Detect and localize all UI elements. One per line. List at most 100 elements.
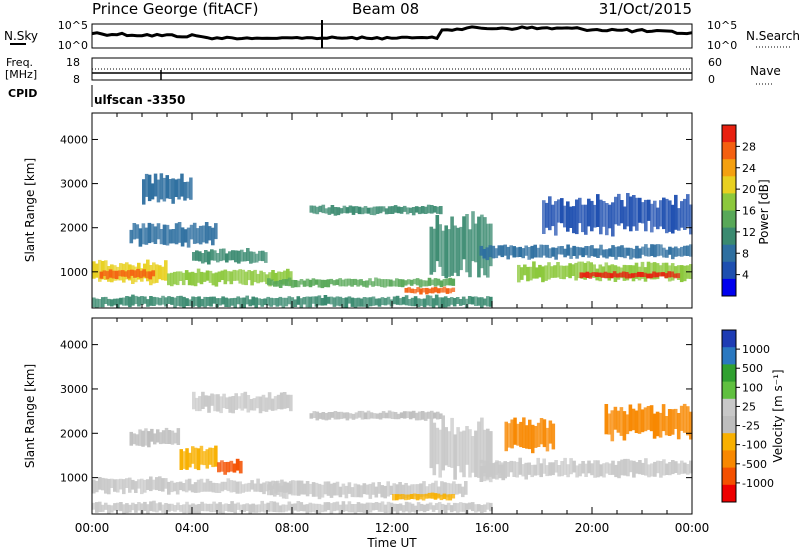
power-y-tick-label-1: 2000 <box>60 222 88 235</box>
noise-right-tick-top: 10^5 <box>707 19 737 32</box>
velocity-colorbar-segment-1 <box>722 347 736 365</box>
velocity-colorbar-label-7: 1000 <box>742 343 770 356</box>
velocity-ylabel: Slant Range [km] <box>23 364 37 468</box>
nave-right-tick-top: 60 <box>708 56 722 69</box>
power-band-8 <box>309 204 443 216</box>
power-colorbar-segment-3 <box>722 176 736 194</box>
power-colorbar-segment-7 <box>722 244 736 263</box>
time-label-1: 04:00 <box>175 521 210 535</box>
velocity-band-9 <box>429 415 493 480</box>
velocity-x-ticks <box>91 318 693 514</box>
power-colorbar-label: Power [dB] <box>757 179 771 244</box>
freq-label-1: Freq. <box>6 56 33 69</box>
noise-panel-frame <box>91 23 693 49</box>
power-band-9 <box>429 211 493 279</box>
velocity-colorbar-label-0: -1000 <box>742 477 774 490</box>
time-axis: 00:00 04:00 08:00 12:00 16:00 20:00 00:0… <box>75 521 710 550</box>
velocity-band-4 <box>179 445 218 471</box>
nave-right-tick-bottom: 0 <box>708 73 715 86</box>
time-label-5: 20:00 <box>575 521 610 535</box>
power-colorbar-label-1: 8 <box>742 247 749 260</box>
power-colorbar-label-6: 28 <box>742 140 756 153</box>
station-title: Prince George (fitACF) <box>92 0 258 18</box>
velocity-colorbar-segment-4 <box>722 398 736 417</box>
power-y-tick-label-3: 4000 <box>60 133 88 146</box>
power-colorbar-label-0: 4 <box>742 269 749 282</box>
velocity-colorbar-segment-5 <box>722 416 736 434</box>
time-label-2: 08:00 <box>275 521 310 535</box>
noise-sky-line <box>91 25 693 41</box>
freq-left-tick-bottom: 8 <box>73 73 80 86</box>
power-colorbar-segment-2 <box>722 159 736 177</box>
power-colorbar-segment-8 <box>722 261 736 280</box>
power-colorbar-label-3: 16 <box>742 205 756 218</box>
velocity-colorbar-frame <box>721 329 737 503</box>
velocity-colorbar-label-3: -25 <box>742 420 760 433</box>
power-colorbar-segment-6 <box>722 227 736 246</box>
power-colorbar-segment-5 <box>722 210 736 229</box>
velocity-y-axis: 1000 2000 3000 4000 <box>60 339 692 485</box>
power-band-3 <box>192 248 268 265</box>
date-title: 31/Oct/2015 <box>599 0 692 18</box>
power-colorbar-label-2: 12 <box>742 226 756 239</box>
velocity-colorbar-segment-0 <box>722 330 736 348</box>
power-band-14 <box>92 294 493 309</box>
power-colorbar-label-5: 24 <box>742 162 756 175</box>
velocity-colorbar-label-2: -100 <box>742 439 767 452</box>
noise-right-label: N.Search <box>746 29 800 43</box>
power-band-7 <box>404 286 456 295</box>
velocity-band-12 <box>604 403 693 442</box>
power-y-axis: 1000 2000 3000 4000 <box>60 133 692 279</box>
noise-left-tick-top: 10^5 <box>58 19 88 32</box>
velocity-band-13 <box>479 460 506 483</box>
time-label-3: 12:00 <box>375 521 410 535</box>
power-x-ticks <box>91 113 693 308</box>
nave-label: Nave <box>750 64 781 78</box>
velocity-y-tick-label-1: 2000 <box>60 427 88 440</box>
velocity-colorbar-label-6: 500 <box>742 362 763 375</box>
power-band-5 <box>142 173 193 205</box>
velocity-panel: 1000 2000 3000 4000 Slant Range [km] -1000 -… <box>23 317 785 515</box>
velocity-band-6 <box>129 427 181 448</box>
velocity-colorbar-segment-9 <box>722 484 736 503</box>
velocity-band-7 <box>192 391 293 414</box>
noise-left-label: N.Sky <box>4 29 38 43</box>
velocity-band-3 <box>392 492 456 501</box>
velocity-colorbar-segment-7 <box>722 450 736 469</box>
power-colorbar-label-4: 20 <box>742 183 756 196</box>
power-band-2 <box>167 268 293 287</box>
power-band-6 <box>267 277 456 289</box>
noise-panel: N.Sky 10^5 10^0 10^5 10^0 N.Search <box>4 19 800 52</box>
velocity-band-11 <box>504 417 556 454</box>
freq-left-tick-top: 18 <box>66 56 80 69</box>
power-colorbar-segment-1 <box>722 142 736 160</box>
velocity-colorbar-segment-2 <box>722 364 736 383</box>
cpid-label: CPID <box>8 87 37 100</box>
power-heatmap <box>92 173 693 309</box>
velocity-colorbar-segment-3 <box>722 381 736 400</box>
power-ylabel: Slant Range [km] <box>23 158 37 262</box>
power-colorbar-segment-4 <box>722 193 736 211</box>
time-axis-title: Time UT <box>366 536 417 550</box>
velocity-y-tick-label-3: 4000 <box>60 339 88 352</box>
power-colorbar-segment-0 <box>722 125 736 143</box>
velocity-band-10 <box>479 457 693 480</box>
noise-right-tick-bottom: 10^0 <box>707 39 737 52</box>
noise-left-tick-bottom: 10^0 <box>58 39 88 52</box>
power-band-13 <box>542 193 693 237</box>
power-band-12 <box>579 271 681 279</box>
velocity-band-0 <box>92 476 168 495</box>
velocity-heatmap <box>92 391 693 515</box>
scan-label: ulfscan -3350 <box>94 93 185 107</box>
time-label-6: 00:00 <box>675 521 710 535</box>
power-band-4 <box>129 222 218 248</box>
velocity-colorbar-label-4: 25 <box>742 400 756 413</box>
velocity-colorbar-label-1: -500 <box>742 458 767 471</box>
power-y-tick-label-0: 1000 <box>60 266 88 279</box>
velocity-y-tick-label-2: 3000 <box>60 383 88 396</box>
velocity-band-8 <box>309 410 443 421</box>
freq-panel: Freq. [MHz] 18 8 60 0 Nave CPID ulfscan … <box>5 56 781 107</box>
time-label-0: 00:00 <box>75 521 110 535</box>
velocity-colorbar-segment-6 <box>722 433 736 451</box>
